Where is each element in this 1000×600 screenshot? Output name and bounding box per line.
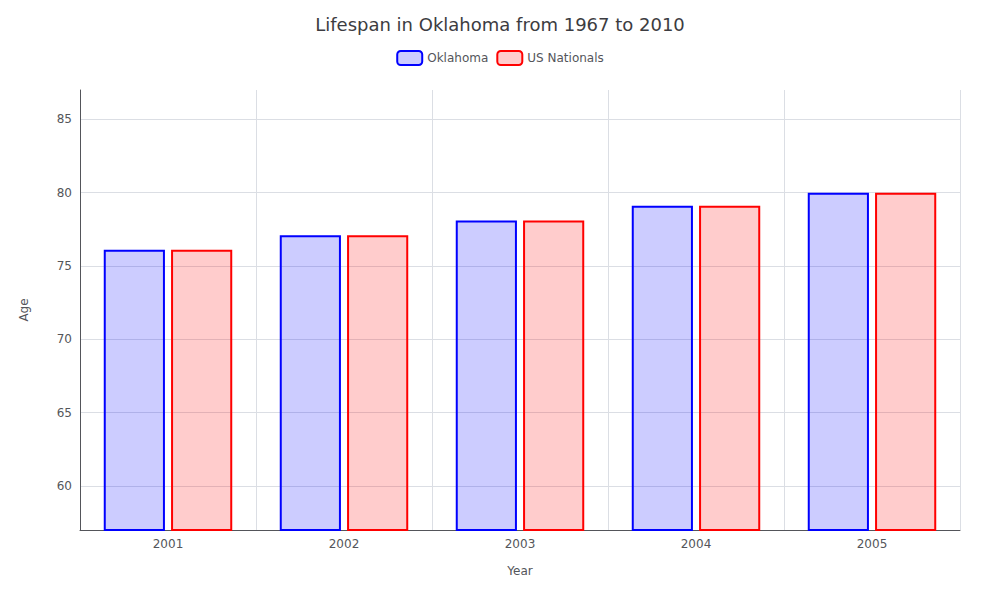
svg-text:80: 80 — [57, 186, 72, 200]
svg-text:2004: 2004 — [681, 537, 712, 551]
svg-text:2002: 2002 — [329, 537, 360, 551]
svg-text:2005: 2005 — [857, 537, 888, 551]
svg-text:US Nationals: US Nationals — [527, 51, 603, 65]
svg-text:2001: 2001 — [153, 537, 184, 551]
svg-text:65: 65 — [57, 406, 72, 420]
svg-text:60: 60 — [57, 479, 72, 493]
svg-text:70: 70 — [57, 332, 72, 346]
svg-text:Lifespan in Oklahoma from 1967: Lifespan in Oklahoma from 1967 to 2010 — [315, 14, 685, 35]
svg-text:Age: Age — [17, 298, 31, 321]
svg-text:85: 85 — [57, 112, 72, 126]
svg-text:2003: 2003 — [505, 537, 536, 551]
svg-text:Oklahoma: Oklahoma — [427, 51, 488, 65]
svg-text:Year: Year — [506, 564, 532, 578]
svg-text:75: 75 — [57, 259, 72, 273]
